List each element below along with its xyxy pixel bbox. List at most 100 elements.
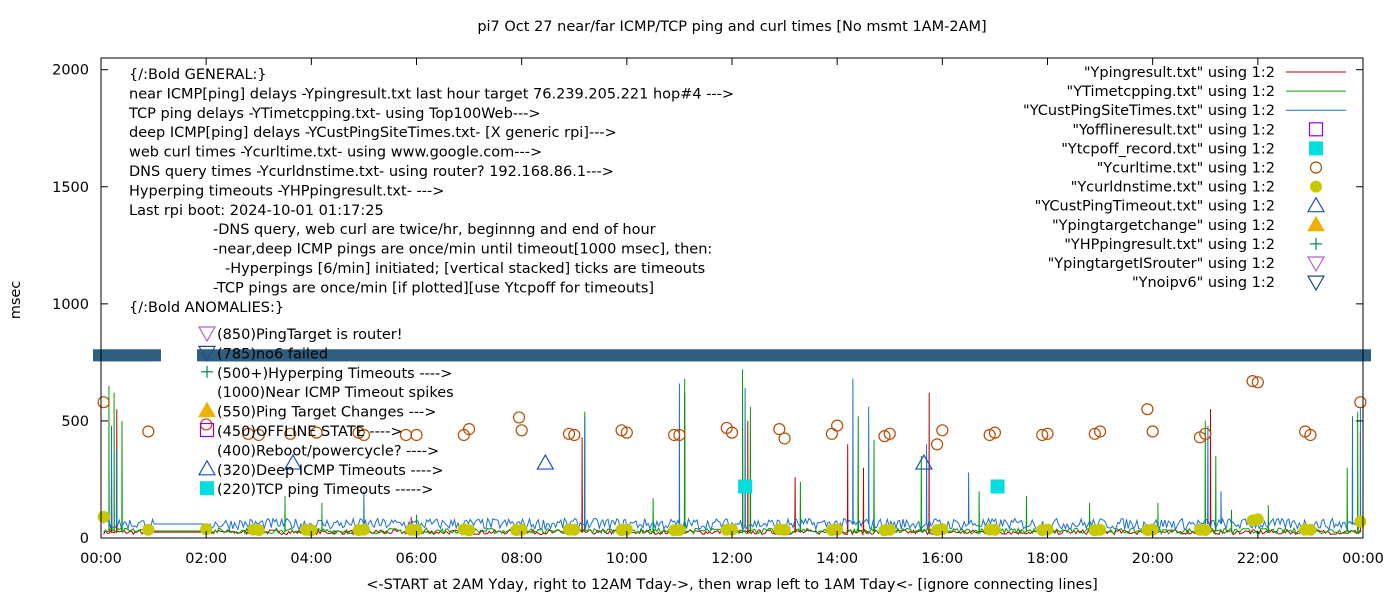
marker-series-0 [97, 375, 1367, 451]
anomaly-label: (450)OFFLINE STATE ----> [217, 424, 403, 440]
data-point [284, 427, 297, 440]
legend-label: "YCustPingTimeout.txt" using 1:2 [1035, 199, 1275, 215]
data-point [562, 427, 576, 440]
anomaly-marker [198, 401, 216, 418]
chart-title: pi7 Oct 27 near/far ICMP/TCP ping and cu… [477, 19, 986, 35]
x-tick-label: 20:00 [1132, 551, 1174, 567]
legend-label: "Ynoipv6" using 1:2 [1132, 275, 1275, 291]
x-tick-label: 18:00 [1027, 551, 1069, 567]
notes-block: {/:Bold GENERAL:} near ICMP[ping] delays … [128, 67, 734, 316]
y-axis-label: msec [8, 281, 24, 320]
data-point [883, 523, 896, 536]
data-point [738, 479, 753, 494]
plot-frame [100, 57, 1364, 539]
x-tick-label: 04:00 [290, 551, 332, 567]
note-line: near ICMP[ping] delays -Ypingresult.txt … [129, 86, 734, 102]
anomaly-marker [197, 326, 217, 343]
note-line: deep ICMP[ping] delays -YCustPingSiteTim… [129, 125, 617, 141]
anomaly-marker [197, 345, 217, 362]
data-point [878, 430, 891, 443]
legend: "Ypingresult.txt" using 1:2 "YTimetcpping… [1023, 65, 1346, 292]
legend-swatch [1308, 122, 1324, 137]
legend-swatch [1309, 141, 1323, 156]
note-line: web curl times -Ycurltime.txt- using www… [129, 145, 542, 161]
data-point [668, 428, 681, 442]
data-point [725, 426, 739, 439]
data-point [831, 419, 844, 432]
data-point [357, 428, 371, 442]
legend-swatch [1309, 161, 1323, 174]
data-point [1304, 428, 1317, 442]
legend-label: "Ypingresult.txt" using 1:2 [1084, 65, 1275, 81]
anomaly-label: (500+)Hyperping Timeouts ----> [217, 366, 452, 382]
data-point [1199, 427, 1212, 440]
data-point [568, 428, 581, 442]
y-tick-label: 1000 [52, 297, 89, 313]
anomaly-marker [197, 459, 217, 476]
data-point [1354, 515, 1367, 528]
data-point [568, 523, 581, 536]
legend-swatch [1307, 215, 1325, 232]
data-point [1354, 396, 1367, 409]
x-tick-label: 08:00 [501, 551, 543, 567]
data-point [410, 428, 423, 442]
data-point [536, 453, 555, 470]
anomaly-label: (220)TCP ping Timeouts -----> [217, 482, 433, 498]
data-point [463, 524, 476, 537]
legend-label: "Yofflineresult.txt" using 1:2 [1072, 122, 1275, 138]
data-point [615, 424, 628, 437]
y-tick-label: 0 [80, 531, 89, 547]
x-tick-label: 06:00 [396, 551, 438, 567]
threshold-band [93, 348, 1371, 363]
axes: 0 500 1000 1500 2000 00:00 02:00 04:00 06:00 08:0… [52, 58, 1384, 567]
data-point [142, 425, 155, 438]
data-point [252, 428, 265, 442]
legend-label: "Ytcpoff_record.txt" using 1:2 [1061, 141, 1275, 157]
x-tick-label: 10:00 [606, 551, 648, 567]
legend-label: "Ycurltime.txt" using 1:2 [1097, 161, 1275, 177]
data-point [1093, 425, 1107, 438]
y-tick-label: 1500 [52, 180, 89, 196]
data-point [1304, 523, 1317, 536]
data-point [988, 523, 1001, 536]
data-point [620, 426, 633, 439]
anomaly-marker [201, 365, 213, 378]
data-point [883, 427, 896, 440]
data-point [512, 411, 526, 424]
note-line: Last rpi boot: 2024-10-01 01:17:25 [129, 203, 384, 219]
legend-swatch [1306, 256, 1326, 273]
data-point [1246, 375, 1259, 388]
legend-label: "Ycurldnstime.txt" using 1:2 [1071, 180, 1275, 196]
data-point [1094, 523, 1107, 536]
anomaly-label: (785)no6 failed [217, 346, 328, 362]
x-axis-label: <-START at 2AM Yday, right to 12AM Tday-… [366, 577, 1098, 593]
data-point [930, 438, 944, 451]
note-line: Hyperping timeouts -YHPpingresult.txt- -… [129, 183, 444, 199]
data-point [97, 396, 110, 409]
data-point [1036, 428, 1049, 442]
legend-label: "YTimetcpping.txt" using 1:2 [1067, 84, 1275, 100]
data-point [1088, 427, 1101, 440]
data-point [97, 510, 110, 523]
anomaly-label: (320)Deep ICMP Timeouts ----> [217, 463, 444, 479]
data-point [1199, 524, 1212, 537]
data-point [778, 432, 791, 445]
anomaly-key-block: (850)PingTarget is router! (785)no6 faile… [197, 326, 454, 498]
band-gap [161, 348, 197, 363]
x-tick-label: 00:00 [1342, 551, 1384, 567]
anomaly-label: (400)Reboot/powercycle? ----> [217, 443, 439, 459]
x-tick-label: 00:00 [80, 551, 122, 567]
data-point [914, 453, 933, 470]
data-point [357, 523, 370, 536]
legend-swatch [1306, 196, 1326, 213]
legend-label: "Ypingtargetchange" using 1:2 [1052, 218, 1275, 234]
legend-label: "YpingtargetISrouter" using 1:2 [1048, 256, 1275, 272]
x-tick-label: 16:00 [921, 551, 963, 567]
data-point [310, 426, 323, 439]
marker-series-2 [283, 453, 933, 470]
data-point [988, 426, 1002, 439]
legend-swatch [1310, 180, 1322, 193]
note-line: DNS query times -Ycurldnstime.txt- using… [129, 164, 614, 180]
